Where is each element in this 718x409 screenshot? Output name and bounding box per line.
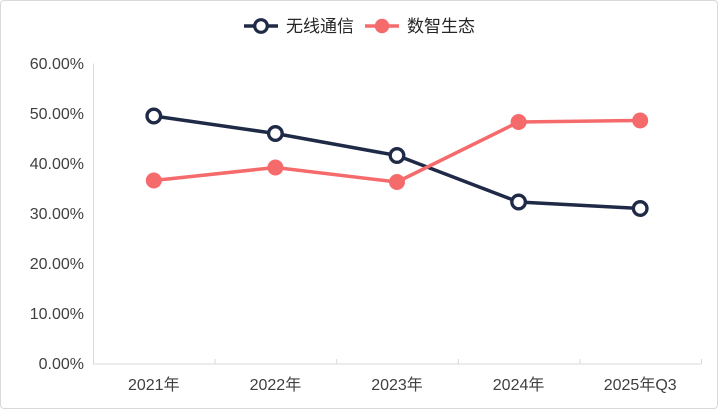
x-axis-label: 2021年 [128,376,180,394]
y-axis-label: 50.00% [30,106,84,123]
y-axis-label: 40.00% [30,156,84,173]
legend-label-digital: 数智生态 [407,16,475,36]
x-axis-label: 2024年 [493,376,545,394]
data-point-marker [510,193,528,211]
data-point-marker [510,114,527,130]
data-point-marker [145,107,163,125]
legend: 无线通信 数智生态 [1,17,717,35]
x-axis-label: 2025年Q3 [604,376,677,394]
y-axis-label: 30.00% [30,206,84,223]
legend-item-wireless: 无线通信 [243,17,354,35]
data-point-marker [631,200,649,217]
data-point-marker [267,159,284,176]
legend-marker-open-circle-icon [244,18,278,34]
legend-marker-filled-circle-icon [365,18,399,34]
data-point-marker [389,174,405,190]
data-point-marker [266,125,284,142]
data-point-marker [632,112,649,129]
x-axis-label: 2022年 [250,376,302,394]
y-axis-label: 10.00% [30,306,84,323]
y-axis-label: 0.00% [39,356,84,373]
y-axis-label: 60.00% [30,56,84,73]
legend-item-digital: 数智生态 [364,17,475,35]
data-point-marker [388,147,406,164]
y-axis-label: 20.00% [30,256,84,273]
legend-label-wireless: 无线通信 [286,16,354,36]
data-point-marker [145,172,162,189]
x-axis-label: 2023年 [371,376,423,394]
